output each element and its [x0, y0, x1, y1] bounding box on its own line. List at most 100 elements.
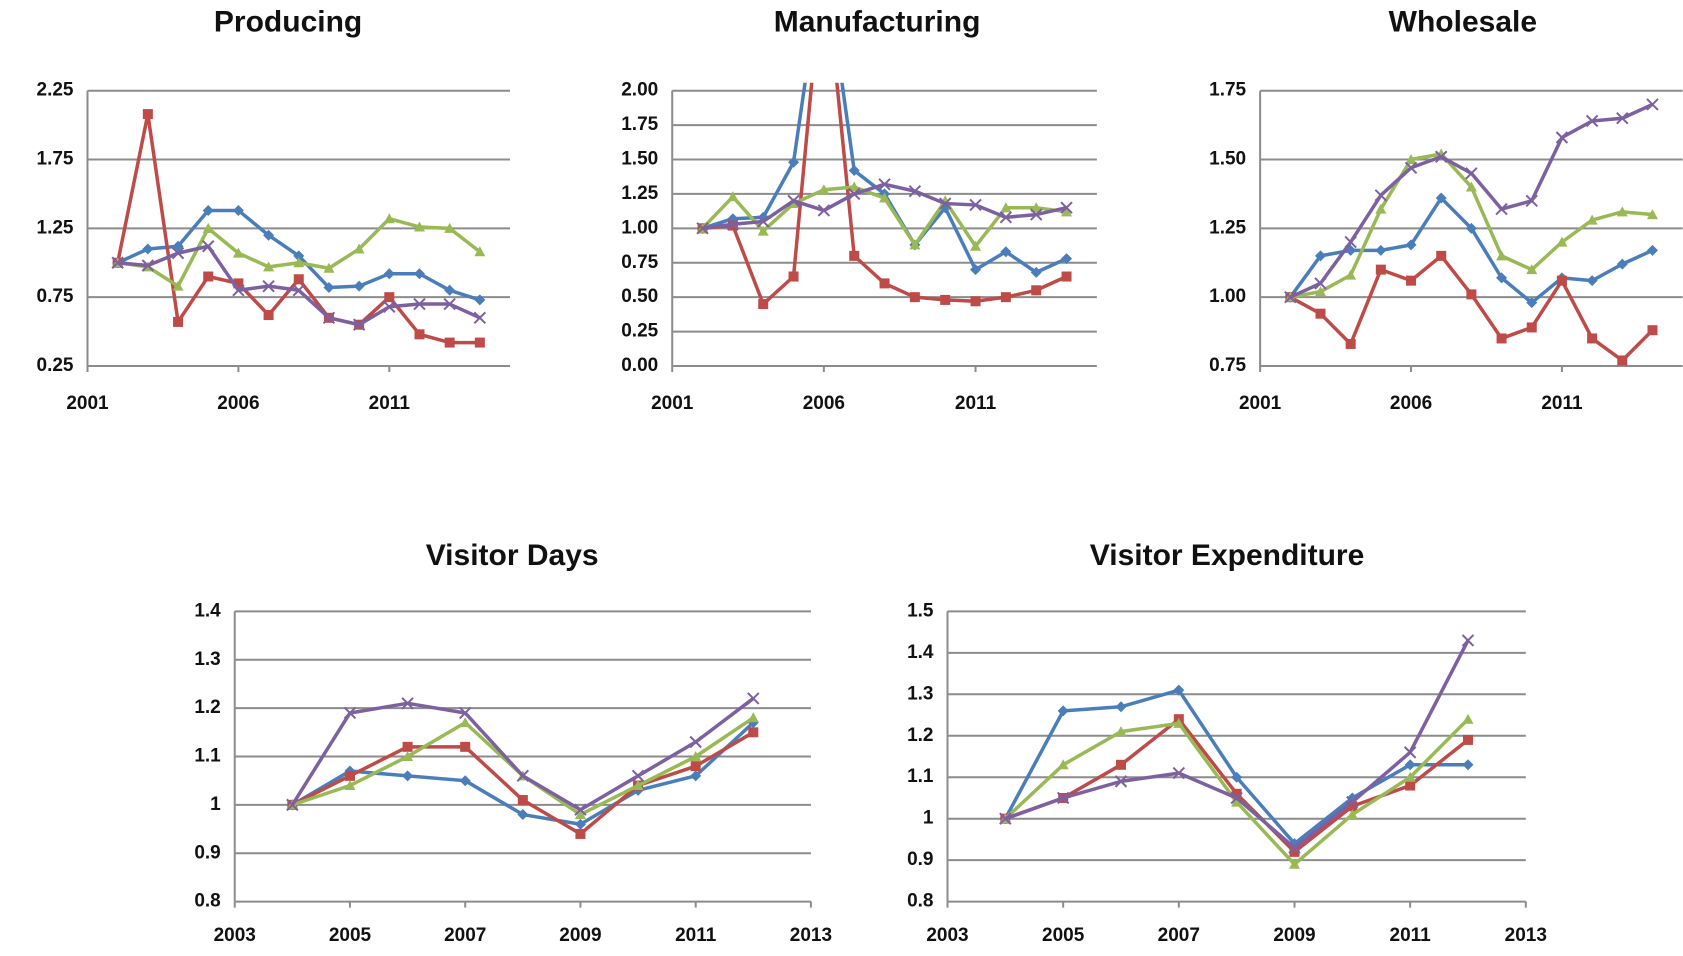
y-tick-label: 1.25 — [1209, 217, 1246, 238]
marker — [292, 284, 305, 297]
marker — [1173, 684, 1185, 696]
marker — [352, 318, 366, 331]
marker — [1284, 290, 1297, 304]
marker — [233, 278, 244, 289]
marker — [1461, 634, 1475, 647]
x-tick-label: 2011 — [369, 393, 411, 414]
marker — [323, 262, 335, 273]
marker — [757, 215, 770, 228]
marker — [402, 751, 414, 762]
marker — [1375, 264, 1386, 275]
plot-area — [286, 692, 760, 839]
marker — [788, 198, 800, 209]
marker — [517, 795, 528, 806]
chart-title: Visitor Expenditure — [1090, 539, 1365, 572]
marker — [344, 780, 356, 791]
marker — [631, 769, 645, 783]
marker — [1115, 759, 1126, 770]
marker — [848, 187, 861, 201]
marker — [1526, 264, 1538, 275]
marker — [690, 761, 701, 772]
marker — [460, 741, 471, 752]
y-tick-label: 1.5 — [907, 600, 934, 621]
marker — [353, 280, 365, 292]
marker — [574, 818, 586, 830]
marker — [1231, 788, 1242, 799]
marker — [1057, 705, 1069, 717]
y-tick-label: 1.4 — [194, 600, 221, 621]
marker — [293, 250, 305, 262]
marker — [1405, 154, 1417, 165]
y-tick-label: 0.8 — [194, 891, 220, 912]
marker — [1057, 759, 1069, 770]
marker — [293, 257, 305, 268]
marker — [172, 280, 184, 291]
marker — [1435, 150, 1448, 163]
marker — [1061, 206, 1073, 217]
chart-title: Wholesale — [1389, 5, 1537, 38]
marker — [848, 181, 860, 192]
plot-area — [999, 634, 1475, 869]
marker — [1288, 858, 1300, 869]
marker — [757, 225, 769, 236]
marker — [939, 197, 952, 210]
x-tick-label: 2009 — [559, 925, 601, 946]
marker — [473, 311, 487, 325]
marker — [1616, 112, 1629, 125]
marker — [1465, 222, 1477, 234]
marker — [232, 247, 244, 258]
marker — [443, 297, 456, 311]
marker — [1115, 726, 1127, 737]
marker — [1587, 333, 1598, 344]
marker — [1314, 250, 1326, 262]
x-tick-label: 2011 — [675, 925, 717, 946]
y-tick-label: 0.50 — [621, 286, 658, 307]
marker — [1616, 258, 1628, 270]
marker — [1496, 333, 1507, 344]
y-tick-label: 1 — [210, 794, 221, 815]
marker — [970, 296, 981, 307]
y-tick-label: 0.75 — [621, 252, 658, 273]
marker — [1114, 775, 1128, 788]
marker — [1231, 796, 1243, 807]
marker — [999, 211, 1013, 224]
x-tick-label: 2007 — [1158, 925, 1200, 946]
y-tick-label: 1.1 — [194, 746, 221, 767]
y-tick-label: 1.2 — [194, 697, 220, 718]
marker — [1526, 322, 1537, 333]
marker — [111, 256, 124, 269]
marker — [1495, 202, 1508, 216]
marker — [1056, 791, 1070, 805]
marker — [1375, 244, 1387, 256]
chart-title: Visitor Days — [426, 539, 599, 572]
marker — [413, 268, 425, 280]
x-tick-label: 2001 — [66, 393, 109, 414]
marker — [748, 727, 759, 738]
y-tick-label: 1.3 — [907, 683, 933, 704]
marker — [1404, 759, 1416, 771]
marker — [788, 271, 799, 282]
marker — [1315, 308, 1326, 319]
marker — [1465, 167, 1478, 180]
marker — [232, 204, 244, 216]
marker — [263, 310, 274, 321]
marker — [969, 198, 982, 212]
marker — [413, 221, 425, 232]
marker — [1586, 275, 1598, 287]
x-tick-label: 2001 — [651, 393, 694, 414]
y-tick-label: 1.00 — [1209, 286, 1246, 307]
marker — [849, 250, 860, 261]
marker — [444, 284, 456, 296]
marker — [1000, 202, 1012, 213]
marker — [1617, 355, 1628, 366]
marker — [1375, 203, 1387, 214]
y-tick-label: 1.00 — [621, 217, 658, 238]
y-tick-label: 0.25 — [37, 355, 74, 376]
series-line — [290, 697, 755, 812]
y-tick-label: 1.1 — [907, 766, 934, 787]
marker — [1405, 780, 1416, 791]
marker — [1288, 841, 1301, 854]
marker — [322, 311, 336, 325]
marker — [747, 712, 759, 723]
